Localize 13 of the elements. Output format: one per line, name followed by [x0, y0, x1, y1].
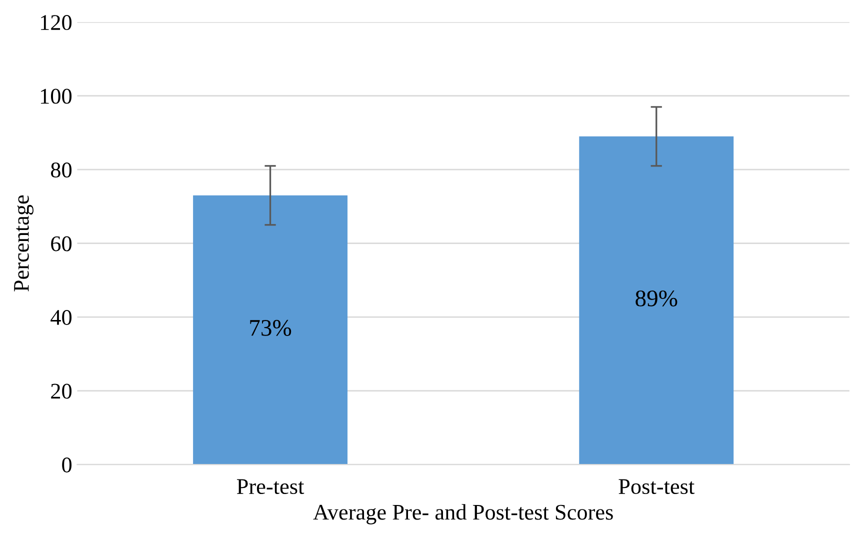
- x-tick-label: Post-test: [618, 479, 695, 494]
- y-tick-label: 60: [51, 236, 72, 252]
- y-tick-label: 100: [40, 88, 72, 104]
- y-tick-label: 120: [40, 15, 72, 30]
- y-tick-label: 40: [50, 310, 72, 325]
- y-axis-title: Percentage: [14, 195, 34, 292]
- data-label: 89%: [636, 290, 678, 306]
- y-tick-label: 0: [62, 457, 72, 472]
- x-tick-label: Pre-test: [236, 479, 304, 494]
- data-label: 73%: [250, 320, 292, 336]
- y-tick-label: 20: [51, 384, 72, 399]
- y-tick-label: 80: [50, 162, 72, 178]
- x-axis-title: Average Pre- and Post-test Scores: [313, 504, 613, 524]
